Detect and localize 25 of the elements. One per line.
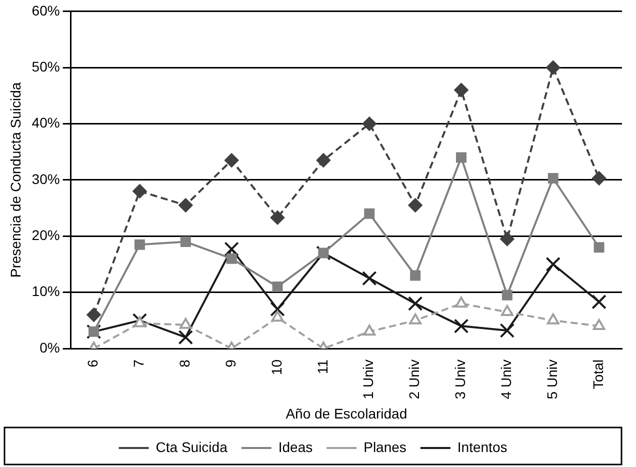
x-tick-label: 9 — [222, 359, 238, 368]
x-tick-label: 8 — [176, 359, 193, 368]
x-tick-label: 10 — [268, 359, 284, 376]
x-tick-label: 7 — [130, 359, 147, 368]
legend-label: Intentos — [457, 438, 508, 455]
x-tick-label: 6 — [84, 359, 101, 368]
y-tick-label: 60% — [32, 2, 60, 18]
y-tick-label: 50% — [32, 58, 60, 74]
legend-label: Ideas — [278, 438, 313, 455]
x-tick-label: 4 Univ — [498, 360, 514, 400]
x-tick-label: 3 Univ — [452, 360, 468, 400]
y-tick-label: 10% — [32, 283, 60, 300]
x-axis-title: Año de Escolaridad — [286, 405, 408, 422]
x-tick-label: 2 Univ — [406, 360, 422, 400]
x-tick-label: 5 Univ — [544, 360, 560, 400]
y-tick-label: 40% — [32, 114, 60, 131]
x-tick-label: 11 — [314, 359, 330, 374]
y-tick-label: 30% — [32, 170, 60, 187]
x-tick-label: 1 Univ — [360, 360, 376, 400]
legend-label: Planes — [364, 438, 406, 455]
y-tick-label: 0% — [40, 339, 60, 356]
y-tick-label: 20% — [32, 227, 60, 244]
legend-label: Cta Suicida — [156, 438, 228, 455]
y-axis-title: Presencia de Conducta Suicida — [7, 82, 24, 278]
x-tick-label: Total — [590, 360, 606, 390]
